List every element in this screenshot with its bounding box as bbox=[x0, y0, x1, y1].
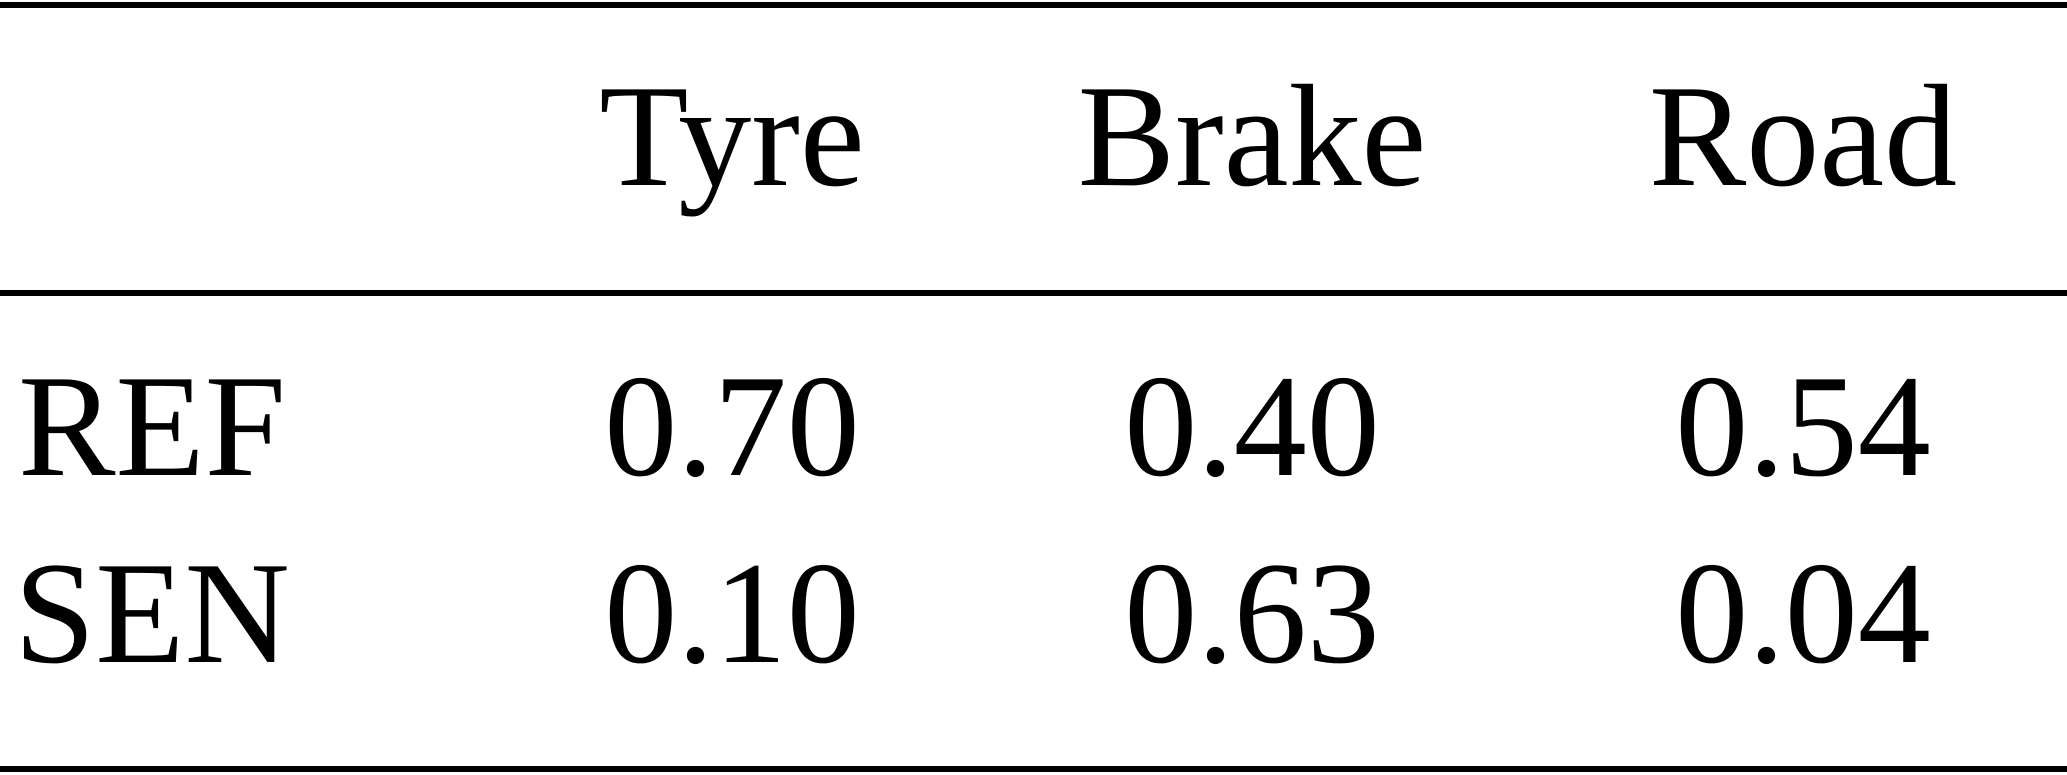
cell: 0.70 bbox=[604, 345, 860, 507]
cell: 0.63 bbox=[1124, 532, 1380, 694]
column-header: Tyre bbox=[599, 55, 864, 217]
cell: 0.10 bbox=[604, 532, 860, 694]
cell: 0.54 bbox=[1675, 345, 1931, 507]
cell: 0.40 bbox=[1124, 345, 1380, 507]
row-label: SEN bbox=[14, 532, 290, 694]
cell: 0.04 bbox=[1675, 532, 1931, 694]
row-label: REF bbox=[18, 345, 286, 507]
column-header: Brake bbox=[1078, 55, 1427, 217]
column-header: Road bbox=[1649, 55, 1957, 217]
